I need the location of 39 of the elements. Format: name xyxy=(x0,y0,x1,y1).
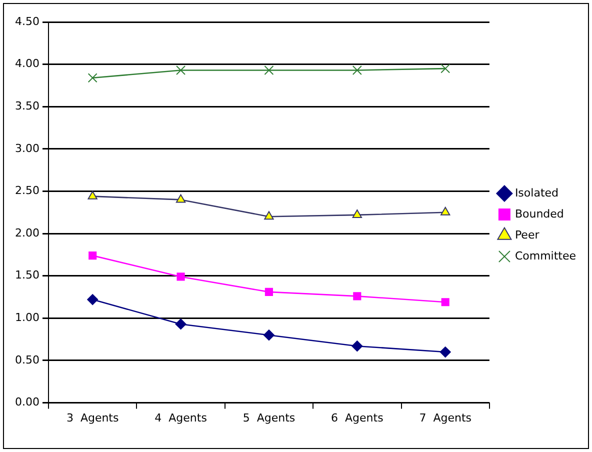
point xyxy=(175,318,186,330)
x-tick-label: 7 Agents xyxy=(419,411,472,424)
point xyxy=(352,65,362,75)
x-tick-label: 5 Agents xyxy=(242,411,296,424)
point xyxy=(88,252,97,260)
point xyxy=(176,272,185,281)
point xyxy=(263,330,274,341)
y-tick-label: 3.00 xyxy=(14,142,40,155)
point xyxy=(441,298,450,306)
legend-label: Isolated xyxy=(514,186,559,200)
x-tick-label: 6 Agents xyxy=(331,411,384,424)
x-tick-label: 3 Agents xyxy=(66,411,119,424)
x-tick-label: 4 Agents xyxy=(154,411,208,424)
y-tick-label: 1.50 xyxy=(14,268,40,282)
y-tick-label: 2.50 xyxy=(14,184,40,198)
y-tick-label: 2.00 xyxy=(14,226,40,240)
y-tick-label: 1.00 xyxy=(14,311,40,324)
legend-label: Peer xyxy=(514,228,540,242)
point xyxy=(264,211,274,220)
legend-label: Bounded xyxy=(514,207,564,220)
point xyxy=(440,206,450,216)
point xyxy=(440,346,451,358)
point xyxy=(264,65,274,75)
point xyxy=(87,294,98,306)
point xyxy=(352,340,363,352)
point xyxy=(176,194,186,203)
y-tick-label: 3.50 xyxy=(14,99,40,112)
y-tick-label: 0.50 xyxy=(14,353,40,366)
y-tick-label: 4.50 xyxy=(14,14,40,28)
point xyxy=(352,209,362,218)
point xyxy=(440,64,450,74)
point xyxy=(264,288,274,296)
point xyxy=(353,292,362,300)
legend-label: Committee xyxy=(514,249,576,262)
point xyxy=(88,73,98,83)
point xyxy=(88,190,98,200)
point xyxy=(176,65,186,75)
y-tick-label: 4.00 xyxy=(14,57,40,70)
y-tick-label: 0.00 xyxy=(14,396,40,409)
